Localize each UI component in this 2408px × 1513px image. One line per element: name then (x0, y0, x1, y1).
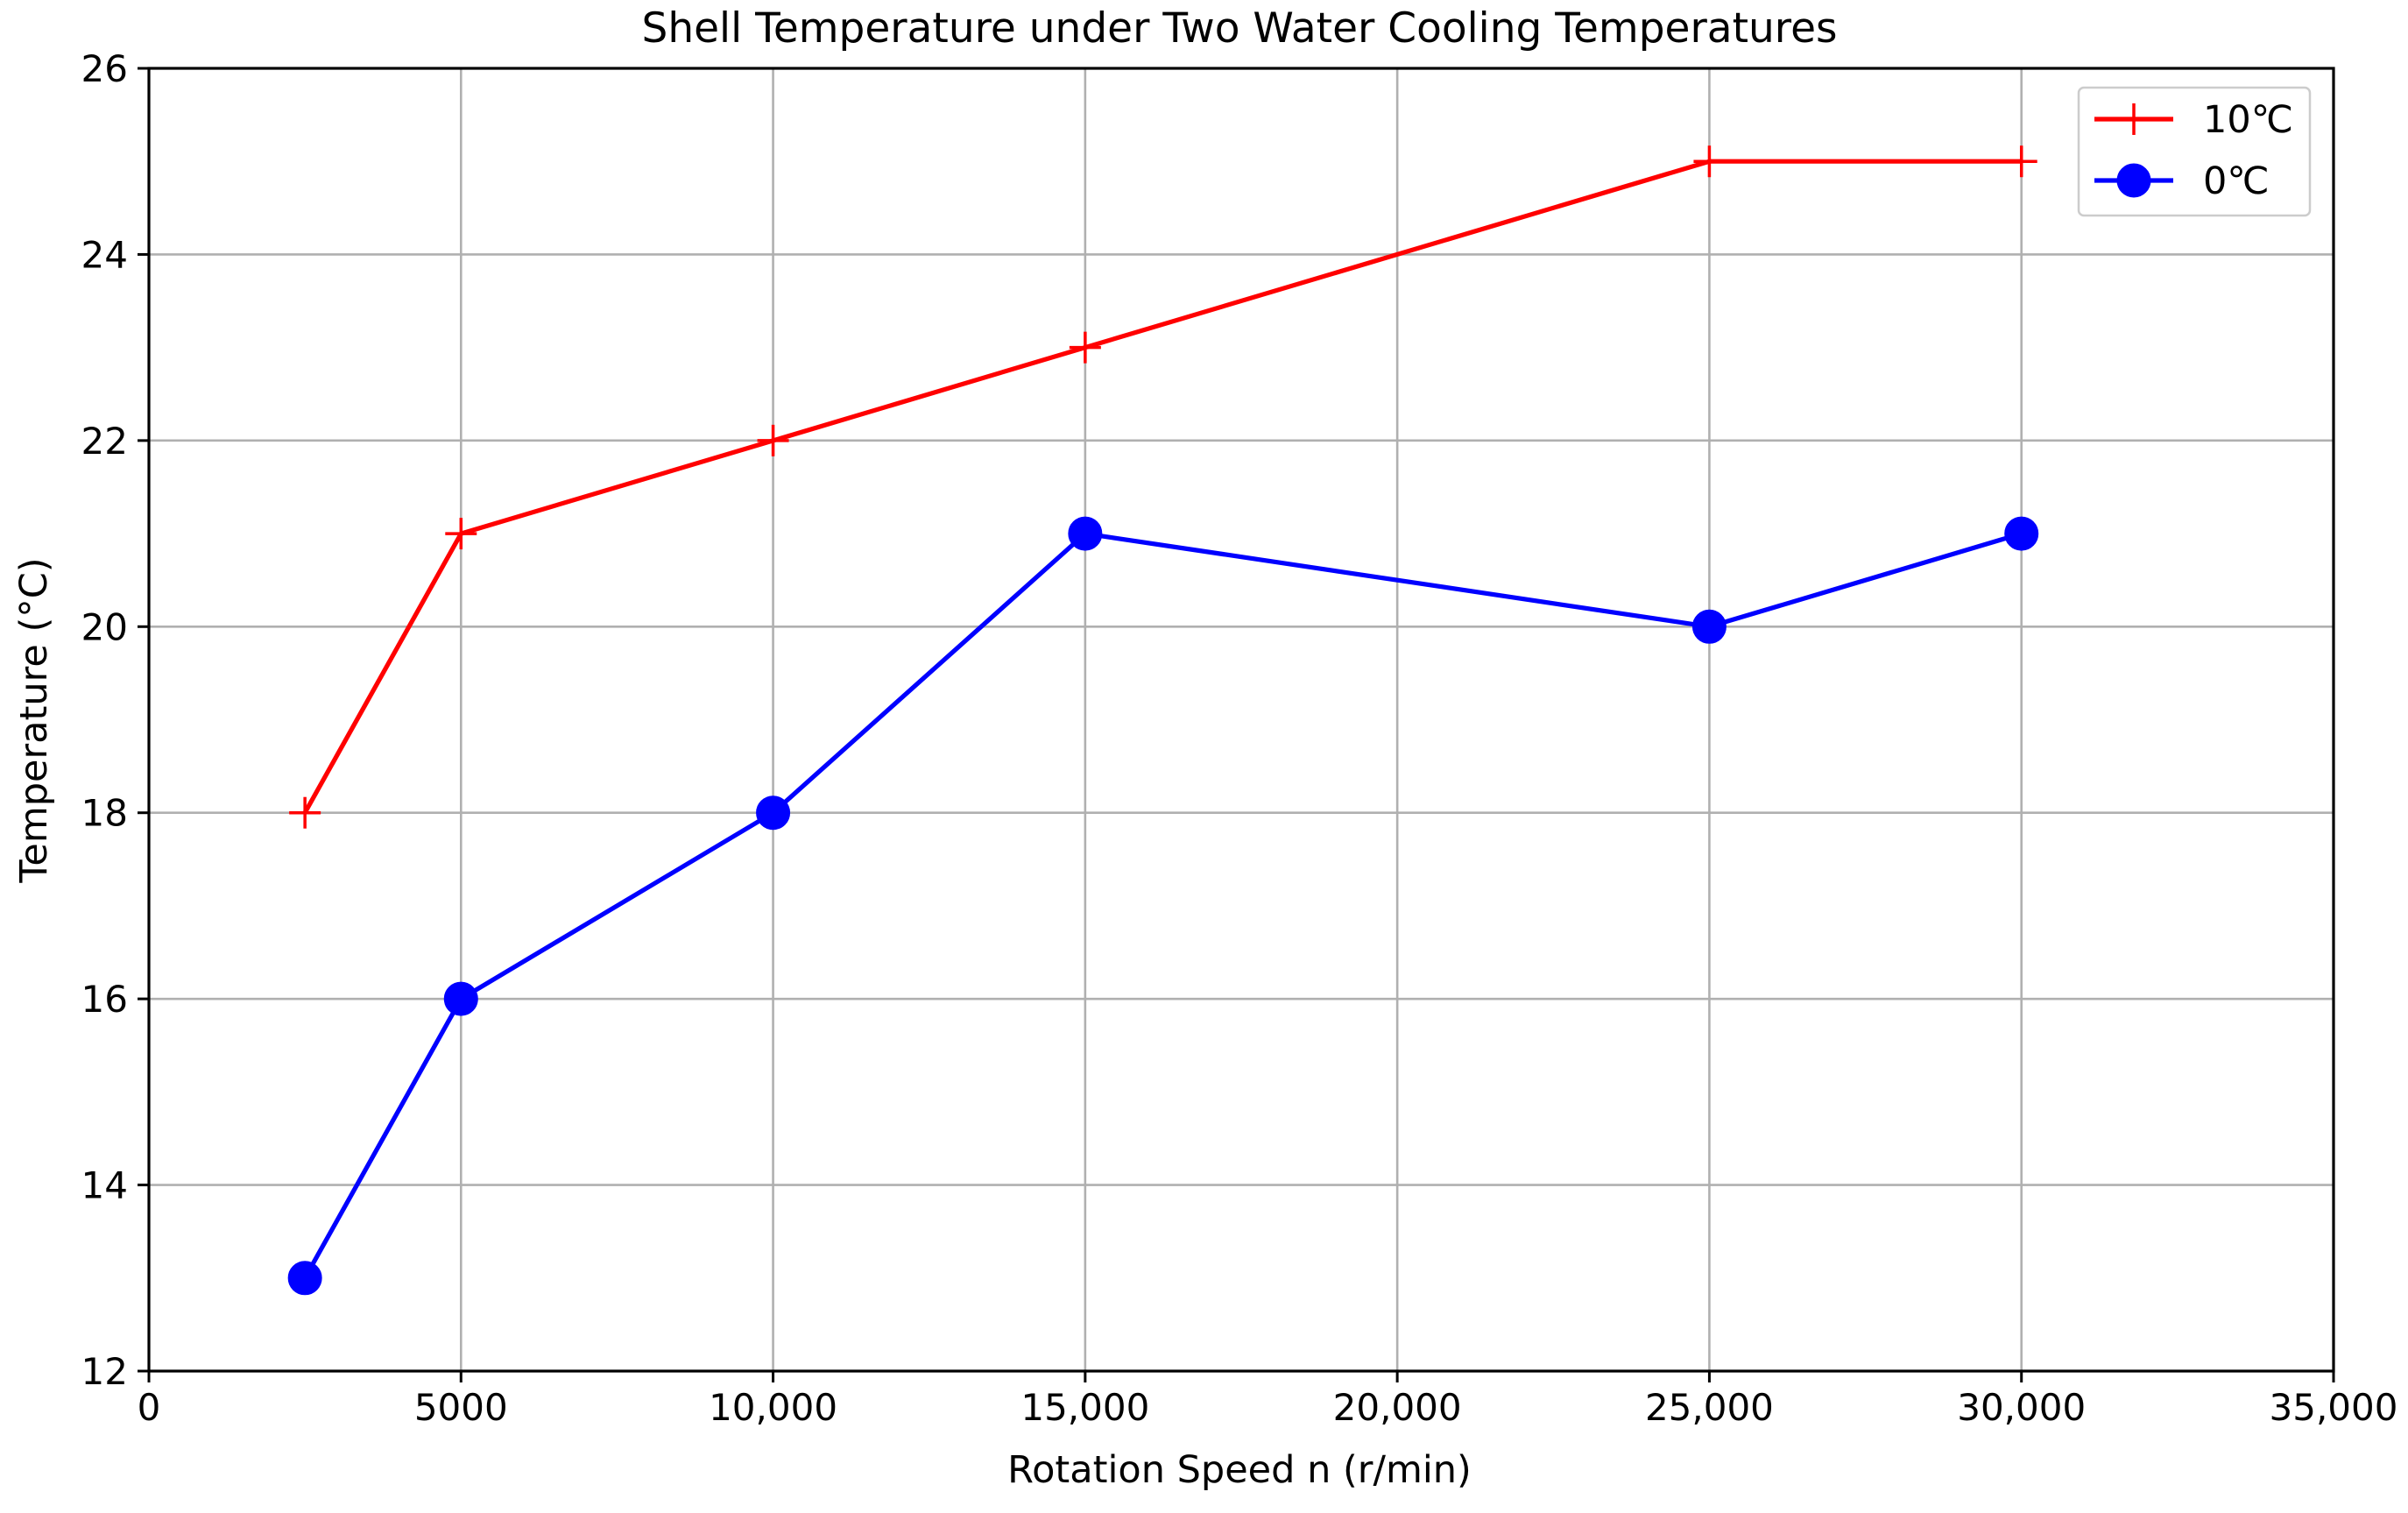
y-tick-label: 24 (81, 233, 128, 276)
x-tick-label: 10,000 (709, 1386, 837, 1429)
x-tick-label: 30,000 (1957, 1386, 2086, 1429)
data-point (289, 796, 321, 829)
legend-entry: 0℃ (2094, 159, 2270, 203)
legend-entry: 10℃ (2094, 98, 2293, 142)
x-axis-label: Rotation Speed n (r/min) (1007, 1448, 1472, 1492)
y-tick-label: 20 (81, 605, 128, 648)
x-tick-label: 35,000 (2270, 1386, 2398, 1429)
y-tick-label: 26 (81, 47, 128, 90)
data-point (1068, 516, 1103, 551)
legend-label: 0℃ (2203, 159, 2270, 203)
x-tick-label: 25,000 (1645, 1386, 1774, 1429)
axes (147, 67, 2335, 1373)
x-tick-label: 5000 (414, 1386, 508, 1429)
series-line (302, 531, 2023, 1280)
y-tick-label: 12 (81, 1350, 128, 1393)
series-zero-deg (287, 516, 2039, 1296)
data-series (287, 145, 2039, 1296)
y-tick-label: 14 (81, 1164, 128, 1207)
x-tick-label: 15,000 (1020, 1386, 1149, 1429)
data-point (756, 795, 791, 831)
data-point (445, 518, 477, 550)
data-point (757, 424, 789, 456)
y-tick-label: 18 (81, 792, 128, 835)
x-tick-label: 0 (138, 1386, 161, 1429)
chart-title: Shell Temperature under Two Water Coolin… (642, 4, 1838, 53)
data-point (1691, 609, 1727, 644)
data-point (443, 981, 478, 1016)
series-ten-deg (289, 145, 2037, 829)
data-point (2004, 516, 2039, 551)
legend-label: 10℃ (2203, 98, 2293, 142)
y-tick-label: 22 (81, 420, 128, 463)
legend: 10℃0℃ (2077, 86, 2312, 217)
y-axis-label: Temperature (°C) (12, 557, 56, 883)
tick-labels: 0 5000 10,000 15,000 20,000 25,000 30,000 35,00… (81, 47, 2398, 1429)
x-tick-label: 20,000 (1333, 1386, 1462, 1429)
plot-frame (147, 67, 2335, 1373)
series-line (302, 159, 2022, 814)
legend-marker (2116, 163, 2151, 198)
data-point (1069, 331, 1101, 364)
data-point (287, 1261, 322, 1296)
grid-lines (147, 67, 2335, 1373)
data-point (1693, 145, 1726, 178)
data-point (2005, 145, 2037, 178)
legend-marker (2118, 103, 2150, 135)
y-tick-label: 16 (81, 978, 128, 1021)
